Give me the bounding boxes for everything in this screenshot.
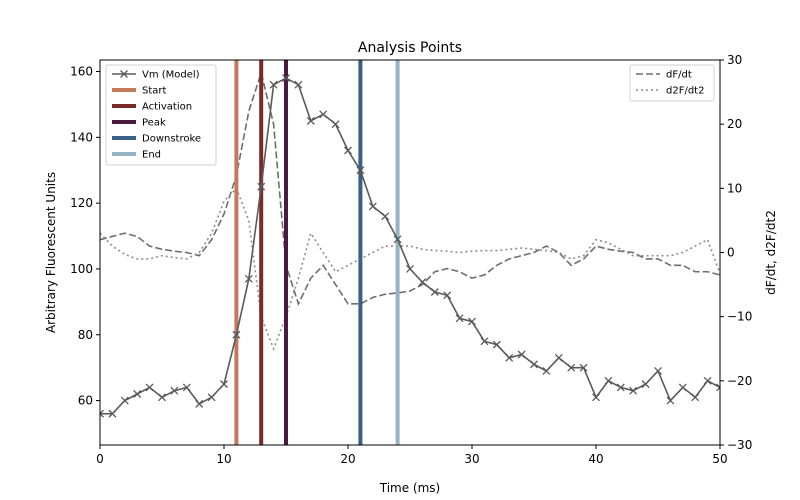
data-point	[282, 74, 290, 83]
data-point	[604, 376, 613, 385]
y-tick-label: 60	[78, 394, 93, 408]
data-point	[195, 399, 204, 408]
data-point	[418, 278, 427, 287]
data-point	[629, 386, 638, 395]
data-point	[641, 380, 650, 389]
legend-item: Vm (Model)	[112, 70, 200, 81]
data-point	[542, 367, 551, 375]
data-point	[306, 116, 315, 125]
data-point	[232, 330, 241, 339]
data-point	[269, 80, 278, 89]
data-point	[244, 274, 253, 283]
data-point	[703, 376, 712, 385]
legend-label: Vm (Model)	[142, 70, 200, 81]
legend-item: dF/dt	[636, 70, 692, 81]
legend-label: dF/dt	[666, 70, 692, 81]
y2-tick-label: 10	[727, 181, 742, 195]
data-point	[430, 288, 439, 296]
data-point	[344, 146, 352, 155]
legend-label: Downstroke	[142, 134, 201, 145]
data-point	[666, 396, 675, 405]
legend-item: Start	[112, 86, 167, 97]
data-point	[220, 380, 228, 389]
legend-item: End	[112, 150, 161, 161]
legend-label: Start	[142, 86, 167, 97]
x-tick-label: 20	[340, 452, 355, 466]
data-point	[100, 409, 104, 418]
data-point	[158, 393, 166, 402]
legend-right: dF/dt d2F/dt2	[629, 64, 715, 102]
data-point	[455, 314, 464, 323]
data-point	[145, 383, 154, 392]
y2-tick-label: −30	[727, 438, 752, 452]
y-tick-label: 120	[70, 196, 93, 210]
data-point	[592, 393, 600, 402]
data-point	[294, 80, 303, 89]
legend-left: Vm (Model) Start Activation Peak Downstroke E…	[105, 64, 217, 166]
data-point	[567, 363, 576, 372]
legend-item: Activation	[112, 102, 192, 113]
data-point	[691, 393, 700, 402]
legend-item: Peak	[112, 118, 166, 129]
data-point	[530, 360, 538, 369]
y2-tick-label: 0	[727, 246, 735, 260]
chart-title: Analysis Points	[358, 40, 462, 56]
data-point	[616, 383, 625, 392]
y2-tick-label: 30	[727, 53, 742, 67]
y2-tick-label: −20	[727, 374, 752, 388]
plot-area	[100, 60, 720, 445]
x-axis-label: Time (ms)	[379, 481, 441, 495]
data-point	[579, 363, 588, 372]
data-point	[133, 390, 142, 398]
data-point	[554, 353, 563, 362]
y-tick-label: 100	[70, 262, 93, 276]
data-point	[319, 110, 328, 119]
y-tick-label: 160	[70, 65, 93, 79]
legend-item: Downstroke	[112, 134, 201, 145]
data-point	[492, 340, 501, 349]
y2-tick-label: −10	[727, 310, 752, 324]
x-tick-label: 40	[588, 452, 603, 466]
legend-item: d2F/dt2	[636, 86, 704, 97]
y-axis-label: Arbitrary Fluorescent Units	[44, 172, 58, 333]
legend-label: Peak	[142, 118, 166, 129]
data-point	[368, 202, 377, 211]
data-point	[443, 291, 452, 300]
data-point	[406, 264, 414, 273]
data-point	[170, 386, 179, 395]
data-point	[517, 350, 526, 359]
x-tick-label: 30	[464, 452, 479, 466]
x-tick-label: 50	[712, 452, 727, 466]
y-tick-label: 80	[78, 328, 93, 342]
data-point	[182, 383, 191, 392]
data-point	[505, 353, 514, 362]
data-point	[207, 393, 216, 402]
x-tick-label: 10	[216, 452, 231, 466]
data-point	[716, 383, 720, 392]
y2-axis-label: dF/dt, d2F/dt2	[764, 210, 778, 295]
legend-label: d2F/dt2	[666, 86, 704, 97]
data-point	[480, 337, 489, 346]
data-point	[678, 383, 687, 392]
y-tick-label: 140	[70, 130, 93, 144]
data-point	[468, 317, 476, 326]
data-point	[393, 235, 402, 244]
x-tick-label: 0	[96, 452, 104, 466]
data-point	[120, 396, 129, 405]
legend-label: End	[142, 150, 161, 161]
data-point	[257, 182, 266, 191]
y2-tick-label: 20	[727, 117, 742, 131]
data-point	[331, 120, 340, 129]
data-point	[381, 212, 390, 221]
series-line-df-dt	[100, 69, 720, 306]
data-point	[654, 367, 662, 375]
axis-ticks: 0 10 20 30 40 50 60 80 100 120 140 160 −30 −20 −10 0 10 2…	[70, 53, 752, 466]
legend-label: Activation	[142, 102, 192, 113]
data-point	[356, 166, 365, 175]
data-point	[108, 409, 117, 418]
